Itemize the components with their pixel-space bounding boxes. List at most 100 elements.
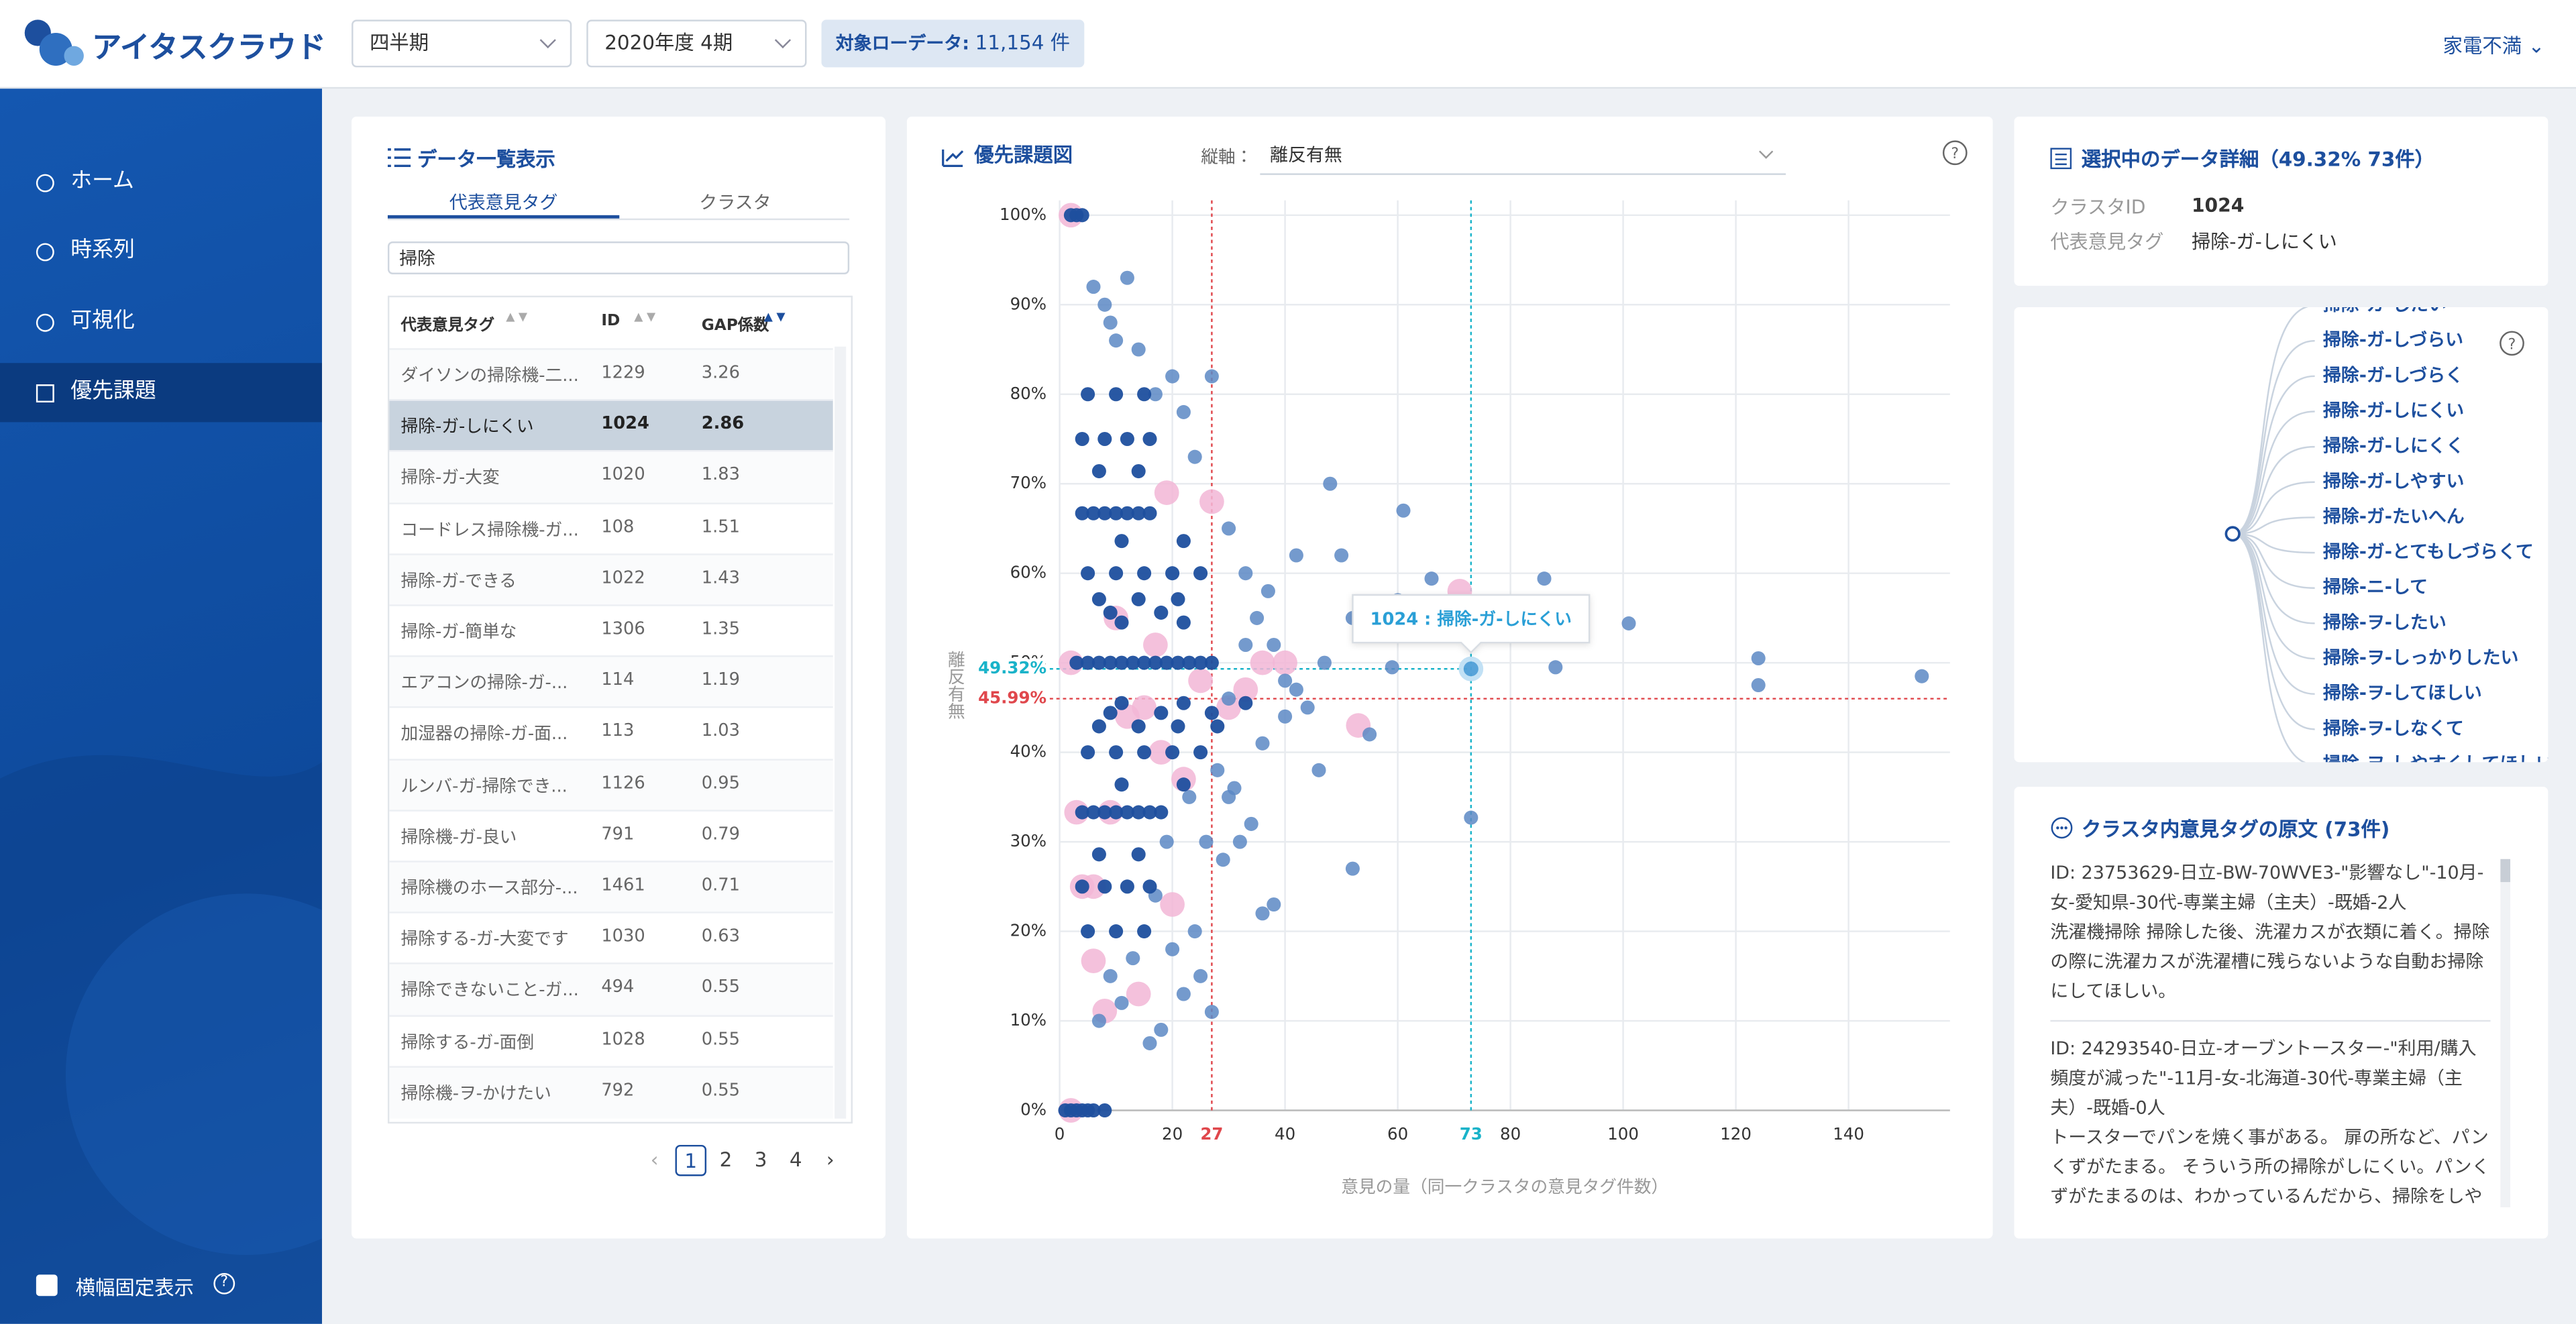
data-point[interactable] <box>1075 506 1089 520</box>
data-point[interactable] <box>1621 616 1636 630</box>
table-row[interactable] <box>389 553 833 606</box>
data-point[interactable] <box>1109 745 1124 760</box>
data-point[interactable] <box>1097 805 1112 820</box>
tree-leaf[interactable]: 掃除-ガ-しづらい <box>2323 330 2463 351</box>
data-point[interactable] <box>1120 805 1134 820</box>
data-point[interactable] <box>1751 678 1766 693</box>
data-point[interactable] <box>1091 847 1106 862</box>
data-point[interactable] <box>1537 571 1552 586</box>
data-point[interactable] <box>1159 655 1174 670</box>
data-point[interactable] <box>1176 696 1191 710</box>
data-point[interactable] <box>1103 315 1118 330</box>
data-point[interactable] <box>1114 777 1129 792</box>
data-point[interactable] <box>1751 651 1766 666</box>
data-point[interactable] <box>1086 280 1101 294</box>
tree-leaf[interactable]: 掃除-ガ-しにくい <box>2323 400 2464 421</box>
data-point[interactable] <box>1091 464 1106 479</box>
data-point[interactable] <box>1103 605 1118 620</box>
table-row[interactable] <box>389 1014 833 1067</box>
data-point[interactable] <box>1278 709 1293 724</box>
data-point[interactable] <box>1154 605 1169 620</box>
data-point[interactable] <box>1204 706 1219 720</box>
data-point[interactable] <box>1137 924 1152 939</box>
data-point[interactable] <box>1131 342 1146 357</box>
data-point[interactable] <box>1109 506 1124 520</box>
data-point[interactable] <box>1396 503 1411 518</box>
nav-item[interactable]: 可視化 <box>0 292 322 351</box>
data-point[interactable] <box>1210 719 1225 734</box>
nav-item[interactable]: 優先課題 <box>0 363 323 423</box>
data-point[interactable] <box>1300 700 1315 715</box>
data-point[interactable] <box>1165 566 1180 581</box>
search-input[interactable]: 掃除 <box>387 241 850 274</box>
data-point[interactable] <box>1176 777 1191 792</box>
data-point[interactable] <box>1171 719 1185 734</box>
data-point[interactable] <box>1250 610 1265 625</box>
data-point[interactable] <box>1131 464 1146 479</box>
account-menu[interactable]: 家電不満 ⌄ <box>2443 34 2545 58</box>
data-point[interactable] <box>1278 673 1293 688</box>
data-point[interactable] <box>1362 727 1377 742</box>
data-point[interactable] <box>1114 534 1129 549</box>
data-point[interactable] <box>1091 1013 1106 1028</box>
data-point[interactable] <box>1204 655 1219 670</box>
table-row[interactable] <box>389 399 833 452</box>
data-point[interactable] <box>1176 404 1191 419</box>
data-point[interactable] <box>1176 534 1191 549</box>
tree-leaf[interactable]: 掃除-ヲ-しなくて <box>2323 718 2464 739</box>
table-row[interactable] <box>389 758 833 811</box>
data-point[interactable] <box>1182 789 1197 804</box>
data-point[interactable] <box>1126 981 1151 1007</box>
data-point[interactable] <box>1097 1103 1112 1118</box>
data-point[interactable] <box>1187 449 1202 464</box>
data-point[interactable] <box>1260 584 1275 598</box>
data-point[interactable] <box>1081 745 1095 760</box>
data-point[interactable] <box>1204 1005 1219 1019</box>
data-point[interactable] <box>1289 548 1303 563</box>
data-point[interactable] <box>1075 431 1089 447</box>
nav-item[interactable]: 時系列 <box>0 222 322 281</box>
data-point[interactable] <box>1187 924 1202 939</box>
data-point[interactable] <box>1160 892 1185 917</box>
data-point[interactable] <box>1323 476 1338 491</box>
table-row[interactable] <box>389 502 833 555</box>
data-point[interactable] <box>1193 655 1208 670</box>
data-point[interactable] <box>1137 655 1152 670</box>
table-row[interactable] <box>389 912 833 965</box>
y-selector[interactable]: 離反有無 <box>1270 145 1342 166</box>
data-point[interactable] <box>1109 924 1124 939</box>
data-point[interactable] <box>1244 816 1258 831</box>
tree-leaf[interactable]: 掃除-ガ-しづらく <box>2323 365 2463 386</box>
data-point[interactable] <box>1311 763 1326 777</box>
data-point[interactable] <box>1081 387 1095 402</box>
data-point[interactable] <box>1103 655 1118 670</box>
data-point[interactable] <box>1114 615 1129 630</box>
help-icon[interactable] <box>1942 140 1968 166</box>
data-point[interactable] <box>1086 1103 1101 1118</box>
tree-leaf[interactable]: 掃除-ヲ-したい <box>2323 612 2447 633</box>
data-point[interactable] <box>1222 692 1236 706</box>
data-point[interactable] <box>1075 805 1089 820</box>
data-point[interactable] <box>1114 696 1129 710</box>
data-point[interactable] <box>1086 506 1101 520</box>
data-point[interactable] <box>1548 660 1563 675</box>
page-button[interactable]: 4 <box>789 1148 802 1172</box>
data-point[interactable] <box>1238 637 1253 653</box>
scrollbar[interactable] <box>2500 859 2511 1208</box>
data-point[interactable] <box>1222 521 1236 536</box>
tab[interactable]: 代表意見タグ <box>449 192 558 214</box>
help-icon[interactable] <box>2500 331 2524 356</box>
data-point[interactable] <box>1148 387 1163 402</box>
data-point[interactable] <box>1255 906 1270 921</box>
data-point[interactable] <box>1142 805 1157 820</box>
data-point[interactable] <box>1199 834 1214 849</box>
column-header[interactable]: GAP係数 <box>701 317 769 335</box>
data-point[interactable] <box>1081 566 1095 581</box>
data-point[interactable] <box>1091 592 1106 606</box>
page-button[interactable]: 2 <box>719 1148 733 1172</box>
data-point[interactable] <box>1182 655 1197 670</box>
period-select[interactable]: 2020年度 4期 <box>586 19 807 68</box>
page-button[interactable]: 1 <box>675 1144 707 1176</box>
data-point[interactable] <box>1154 706 1169 720</box>
data-point[interactable] <box>1120 879 1134 894</box>
